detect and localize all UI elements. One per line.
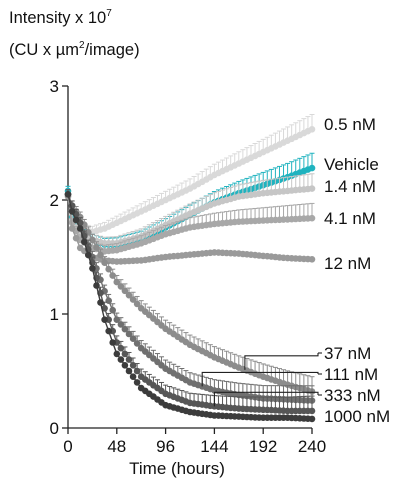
series-label: 0.5 nM xyxy=(324,115,376,134)
title-line-2: (CU x µm2/image) xyxy=(9,40,140,59)
callout-line xyxy=(244,353,319,370)
data-point xyxy=(64,191,72,198)
data-point xyxy=(129,296,137,303)
data-point xyxy=(308,126,316,133)
series-label: 111 nM xyxy=(324,365,378,384)
series-label: 4.1 nM xyxy=(324,209,376,228)
data-point xyxy=(121,287,129,295)
data-point xyxy=(113,350,121,358)
data-point xyxy=(308,255,316,263)
series-333-nM xyxy=(64,189,316,415)
data-point xyxy=(97,251,104,259)
series-label: 1000 nM xyxy=(324,407,390,426)
data-point xyxy=(121,325,129,333)
y-tick-label: 2 xyxy=(50,191,59,210)
data-point xyxy=(81,238,88,246)
x-tick-label: 192 xyxy=(249,437,277,456)
data-point xyxy=(129,373,137,381)
data-point xyxy=(125,330,133,338)
data-point xyxy=(308,407,316,415)
series-label: 333 nM xyxy=(324,386,381,405)
data-point xyxy=(133,367,141,375)
data-point xyxy=(308,185,316,192)
data-point xyxy=(105,265,112,273)
data-point xyxy=(101,316,108,324)
data-point xyxy=(129,335,137,343)
data-point xyxy=(72,216,80,224)
series-1000-nM xyxy=(64,191,316,423)
data-point xyxy=(89,265,96,272)
series-layer xyxy=(64,114,316,423)
data-point xyxy=(109,339,116,346)
data-point xyxy=(101,259,108,267)
x-tick-label: 0 xyxy=(63,437,72,456)
data-point xyxy=(308,415,316,423)
series-label: Vehicle xyxy=(324,155,379,174)
y-tick-label: 0 xyxy=(50,419,59,438)
data-point xyxy=(308,164,316,172)
data-point xyxy=(125,356,133,363)
data-point xyxy=(89,236,96,244)
chart-title: Intensity x 107 (CU x µm2/image) xyxy=(9,8,140,59)
callout-line xyxy=(213,391,319,407)
data-point xyxy=(133,340,141,347)
data-point xyxy=(125,367,133,375)
x-tick-label: 96 xyxy=(156,437,175,456)
data-point xyxy=(121,362,129,369)
axes: 0 1 2 3 0 48 96 144 192 240 xyxy=(50,77,327,456)
data-point xyxy=(93,282,100,289)
data-point xyxy=(105,327,112,335)
data-point xyxy=(109,306,116,314)
data-point xyxy=(113,316,121,324)
data-point xyxy=(308,214,316,222)
data-point xyxy=(117,356,125,363)
data-point xyxy=(133,300,141,308)
data-point xyxy=(105,297,112,305)
data-point xyxy=(117,344,125,352)
data-point xyxy=(93,244,100,251)
callout-line xyxy=(201,371,319,387)
title-line-1: Intensity x 107 xyxy=(9,8,112,27)
data-point xyxy=(85,251,92,259)
annotation-layer: 0.5 nM Vehicle 1.4 nM 4.1 nM 12 nM 37 nM 111 n… xyxy=(201,115,390,426)
series-label: 12 nM xyxy=(324,254,371,273)
series-label: 1.4 nM xyxy=(324,177,376,196)
data-point xyxy=(117,283,125,290)
y-tick-label: 3 xyxy=(50,77,59,96)
y-tick-label: 1 xyxy=(50,305,59,324)
data-point xyxy=(68,225,76,232)
x-tick-label: 240 xyxy=(298,437,326,456)
x-axis-label: Time (hours) xyxy=(129,459,225,478)
x-tick-label: 48 xyxy=(107,437,126,456)
data-point xyxy=(129,362,137,369)
data-point xyxy=(68,208,76,215)
data-point xyxy=(97,299,104,306)
data-point xyxy=(133,379,141,386)
data-point xyxy=(109,272,116,279)
x-tick-label: 144 xyxy=(200,437,228,456)
data-point xyxy=(72,234,80,242)
series-Vehicle xyxy=(64,152,316,248)
data-point xyxy=(117,321,125,328)
data-point xyxy=(121,350,129,358)
data-point xyxy=(76,225,84,232)
series-label: 37 nM xyxy=(324,344,371,363)
data-point xyxy=(125,291,133,299)
data-point xyxy=(113,278,121,286)
